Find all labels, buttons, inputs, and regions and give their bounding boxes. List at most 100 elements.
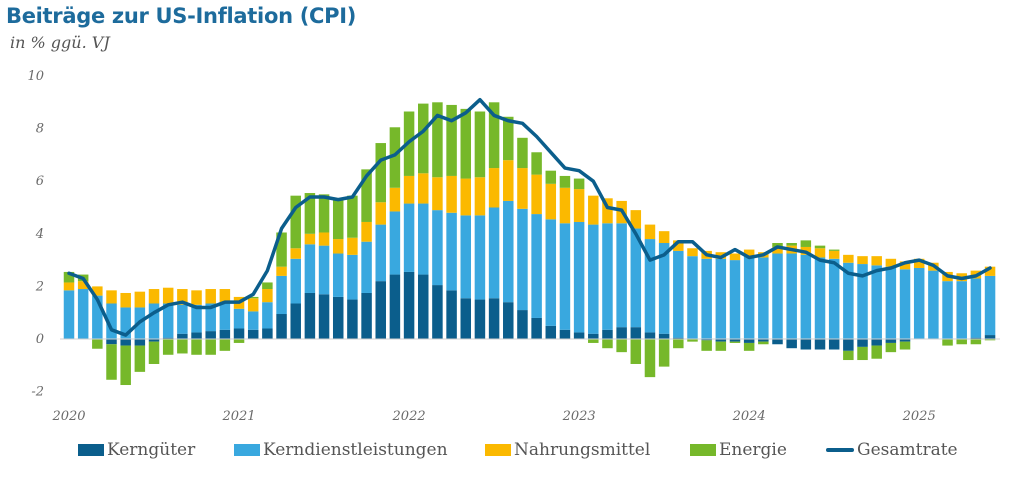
bar-kerngueter <box>276 314 287 339</box>
bar-kerngueter <box>418 274 429 339</box>
bar-nahrungsmittel <box>120 292 131 308</box>
bar-energie <box>63 271 75 283</box>
bar-nahrungsmittel <box>545 183 557 220</box>
bar-kerndienstleistungen <box>162 303 174 338</box>
bar-kerngueter <box>545 325 557 339</box>
bar-nahrungsmittel <box>687 248 698 257</box>
bar-energie <box>389 127 401 188</box>
legend-swatch-kerndienstleistungen <box>234 444 260 456</box>
bar-kerngueter <box>531 317 542 339</box>
bar-kerndienstleistungen <box>488 207 500 299</box>
bar-kerndienstleistungen <box>687 256 698 339</box>
bar-kerngueter <box>729 339 741 342</box>
bar-kerngueter <box>814 339 826 350</box>
bar-energie <box>715 341 727 351</box>
bar-energie <box>134 345 146 372</box>
bar-kerngueter <box>701 339 712 341</box>
bar-kerndienstleistungen <box>205 303 216 332</box>
legend-label: Kerngüter <box>107 440 196 460</box>
bar-energie <box>177 339 188 354</box>
bar-energie <box>318 194 330 233</box>
bar-nahrungsmittel <box>913 258 925 268</box>
chart-plot: -2 0 2 4 6 8 10 2020 2021 2022 2023 2024 2025 <box>27 69 1000 424</box>
line-group <box>67 97 992 337</box>
bar-nahrungsmittel <box>772 246 783 254</box>
bar-energie <box>602 339 613 349</box>
bar-nahrungsmittel <box>573 189 585 222</box>
bar-energie <box>729 341 741 343</box>
bar-kerngueter <box>715 339 727 342</box>
bar-energie <box>644 339 656 378</box>
bar-kerndienstleistungen <box>843 262 854 339</box>
bar-nahrungsmittel <box>899 261 911 270</box>
bar-nahrungsmittel <box>488 168 500 208</box>
legend-item-energie: Energie <box>690 440 787 460</box>
bar-kerndienstleistungen <box>800 254 812 339</box>
bar-nahrungsmittel <box>375 202 386 225</box>
bar-nahrungsmittel <box>602 198 613 224</box>
bar-kerngueter <box>871 339 882 346</box>
bar-kerndienstleistungen <box>786 253 797 339</box>
bar-energie <box>545 170 557 184</box>
bar-energie <box>843 350 854 361</box>
bar-kerndienstleistungen <box>545 219 557 326</box>
x-tick-label: 2022 <box>392 409 426 424</box>
bar-kerngueter <box>644 332 656 340</box>
bar-nahrungsmittel <box>418 173 429 204</box>
bar-energie <box>517 137 528 169</box>
bar-nahrungsmittel <box>446 175 457 213</box>
bar-kerngueter <box>446 290 457 340</box>
bar-nahrungsmittel <box>162 287 174 304</box>
line-gesamtrate <box>67 97 992 337</box>
bar-energie <box>418 103 429 174</box>
y-tick-label: 8 <box>36 122 44 137</box>
legend-item-gesamtrate: Gesamtrate <box>826 440 958 460</box>
y-tick-label: -2 <box>31 385 44 400</box>
legend-label: Gesamtrate <box>857 440 958 460</box>
bar-kerngueter <box>984 335 996 339</box>
bar-nahrungsmittel <box>474 177 486 216</box>
bar-energie <box>786 243 797 246</box>
bar-kerngueter <box>517 310 528 339</box>
bar-kerndienstleistungen <box>403 203 415 272</box>
bar-energie <box>673 339 684 349</box>
bar-kerngueter <box>375 281 386 339</box>
bar-kerngueter <box>559 329 571 340</box>
bar-kerndienstleistungen <box>956 281 967 339</box>
bar-kerndienstleistungen <box>942 281 953 339</box>
bar-kerndienstleistungen <box>418 203 429 275</box>
bar-kerngueter <box>120 339 131 346</box>
bar-kerndienstleistungen <box>332 253 344 297</box>
bar-nahrungsmittel <box>134 291 146 308</box>
bar-energie <box>347 195 358 238</box>
bar-nahrungsmittel <box>743 249 755 257</box>
bar-energie <box>332 198 344 240</box>
bar-kerndienstleistungen <box>743 256 755 339</box>
bar-kerndienstleistungen <box>177 304 188 334</box>
y-tick-label: 10 <box>27 69 44 84</box>
bar-energie <box>956 339 967 345</box>
bar-kerngueter <box>970 337 982 340</box>
bar-energie <box>687 339 698 342</box>
bar-kerndienstleistungen <box>588 224 599 334</box>
bar-energie <box>616 339 627 353</box>
bar-kerngueter <box>191 332 202 340</box>
bar-energie <box>942 339 953 346</box>
bar-nahrungsmittel <box>432 177 443 211</box>
bar-kerndienstleistungen <box>970 278 982 338</box>
bar-kerndienstleistungen <box>233 308 245 329</box>
bar-nahrungsmittel <box>77 281 89 290</box>
legend-swatch-energie <box>690 444 716 456</box>
bar-energie <box>191 339 202 355</box>
bar-energie <box>630 339 642 364</box>
bar-energie <box>432 102 443 178</box>
bar-kerngueter <box>630 327 642 340</box>
bar-kerngueter <box>460 298 472 340</box>
bar-nahrungsmittel <box>106 290 117 304</box>
bar-kerndienstleistungen <box>928 270 939 339</box>
bar-kerndienstleistungen <box>984 275 996 336</box>
bar-nahrungsmittel <box>191 290 202 305</box>
bar-kerngueter <box>673 337 684 340</box>
bar-kerndienstleistungen <box>120 307 131 339</box>
bar-nahrungsmittel <box>814 248 826 258</box>
